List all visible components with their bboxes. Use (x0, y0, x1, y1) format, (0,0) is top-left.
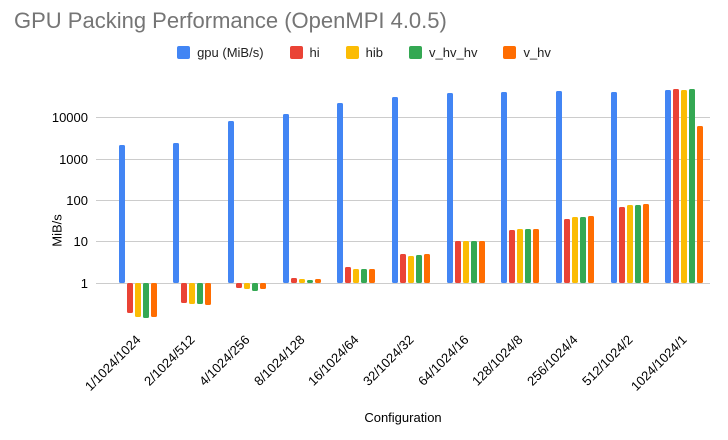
bar-hib-1-1024-1024 (134, 282, 141, 317)
bar-v-hv-8-1024-128 (314, 279, 321, 283)
bar-hib-4-1024-256 (244, 282, 250, 290)
bar-v-hv-4-1024-256 (260, 282, 266, 290)
bar-hi-16-1024-64 (345, 267, 352, 283)
bar-hi-8-1024-128 (290, 278, 297, 283)
bar-v-hv-32-1024-32 (423, 253, 430, 283)
gridline-100 (96, 199, 710, 201)
bar-hib-16-1024-64 (353, 269, 360, 283)
bar-v-hv-hv-2-1024-512 (197, 282, 204, 305)
bar-v-hv-hv-512-1024-2 (634, 205, 641, 283)
bar-hib-256-1024-4 (571, 217, 578, 283)
bar-v-hv-hv-64-1024-16 (470, 240, 477, 283)
bar-hi-128-1024-8 (509, 229, 516, 283)
bar-hi-32-1024-32 (399, 253, 406, 283)
bar-hi-1024-1024-1 (673, 89, 680, 283)
bar-gpu-mib-s--16-1024-64 (337, 102, 344, 283)
bar-gpu-mib-s--32-1024-32 (391, 97, 398, 283)
bar-v-hv-1024-1024-1 (697, 126, 704, 283)
bar-hib-1024-1024-1 (681, 90, 688, 283)
bar-hib-32-1024-32 (407, 255, 414, 283)
bar-v-hv-hv-8-1024-128 (306, 280, 313, 283)
bar-hi-4-1024-256 (236, 282, 242, 289)
bar-gpu-mib-s--128-1024-8 (501, 92, 508, 283)
bar-hib-8-1024-128 (298, 279, 305, 283)
bar-v-hv-2-1024-512 (205, 282, 212, 305)
legend-label: hib (365, 45, 384, 60)
bar-v-hv-hv-256-1024-4 (579, 217, 586, 283)
bar-hi-64-1024-16 (454, 240, 461, 283)
legend-item-hib[interactable]: hib (345, 45, 384, 60)
legend-swatch-icon (289, 46, 303, 59)
bar-v-hv-16-1024-64 (369, 268, 376, 283)
y-tick-label: 1000 (59, 151, 88, 167)
y-tick-label: 10000 (51, 110, 88, 126)
y-tick-label: 100 (66, 192, 88, 208)
bar-hi-256-1024-4 (563, 218, 570, 283)
bar-hib-128-1024-8 (517, 228, 524, 283)
bar-v-hv-64-1024-16 (478, 241, 485, 283)
bar-hib-512-1024-2 (626, 204, 633, 283)
legend-item-v-hv[interactable]: v_hv (503, 45, 551, 60)
bar-gpu-mib-s--256-1024-4 (555, 91, 562, 283)
bar-v-hv-hv-1024-1024-1 (689, 88, 696, 283)
bar-hi-1-1024-1024 (126, 282, 133, 314)
y-tick-label: 10 (73, 234, 88, 250)
y-axis-title: MiB/s (49, 214, 65, 247)
legend-swatch-icon (409, 46, 423, 59)
legend-item-v-hv-hv[interactable]: v_hv_hv (409, 45, 477, 60)
bar-gpu-mib-s--1024-1024-1 (665, 89, 672, 283)
legend-label: gpu (MiB/s) (197, 45, 264, 60)
legend-swatch-icon (177, 46, 191, 59)
bar-v-hv-128-1024-8 (533, 228, 540, 283)
legend-swatch-icon (503, 46, 517, 59)
legend-label: v_hv (523, 45, 551, 60)
bar-gpu-mib-s--4-1024-256 (228, 121, 234, 283)
legend-item-gpu-mib-s-[interactable]: gpu (MiB/s) (177, 45, 264, 60)
legend: gpu (MiB/s) hi hib v_hv_hv v_hv (0, 45, 728, 60)
bar-hi-512-1024-2 (618, 206, 625, 283)
bar-hib-64-1024-16 (462, 241, 469, 283)
bar-gpu-mib-s--8-1024-128 (282, 113, 289, 283)
bar-hib-2-1024-512 (189, 282, 196, 305)
bar-gpu-mib-s--1-1024-1024 (118, 145, 125, 283)
bar-v-hv-256-1024-4 (587, 216, 594, 283)
y-tick-label: 1 (80, 275, 88, 291)
gridline-1000 (96, 158, 710, 160)
bar-gpu-mib-s--512-1024-2 (610, 92, 617, 283)
bar-v-hv-hv-32-1024-32 (415, 255, 422, 283)
legend-item-hi[interactable]: hi (289, 45, 320, 60)
gridline-10 (96, 241, 710, 243)
bar-v-hv-hv-4-1024-256 (252, 282, 258, 291)
legend-label: v_hv_hv (429, 45, 478, 60)
gridline-10000 (96, 117, 710, 119)
bar-gpu-mib-s--64-1024-16 (446, 93, 453, 283)
bar-hi-2-1024-512 (181, 282, 188, 304)
chart-title: GPU Packing Performance (OpenMPI 4.0.5) (14, 8, 447, 33)
bar-v-hv-hv-16-1024-64 (361, 268, 368, 283)
bar-v-hv-1-1024-1024 (150, 282, 157, 317)
legend-swatch-icon (345, 46, 359, 59)
bar-v-hv-512-1024-2 (642, 204, 649, 283)
bar-v-hv-hv-1-1024-1024 (142, 282, 149, 319)
legend-label: hi (309, 45, 320, 60)
bar-v-hv-hv-128-1024-8 (525, 228, 532, 283)
gridline-1 (96, 282, 710, 284)
x-axis-title: Configuration (364, 410, 442, 425)
bar-gpu-mib-s--2-1024-512 (173, 142, 180, 283)
